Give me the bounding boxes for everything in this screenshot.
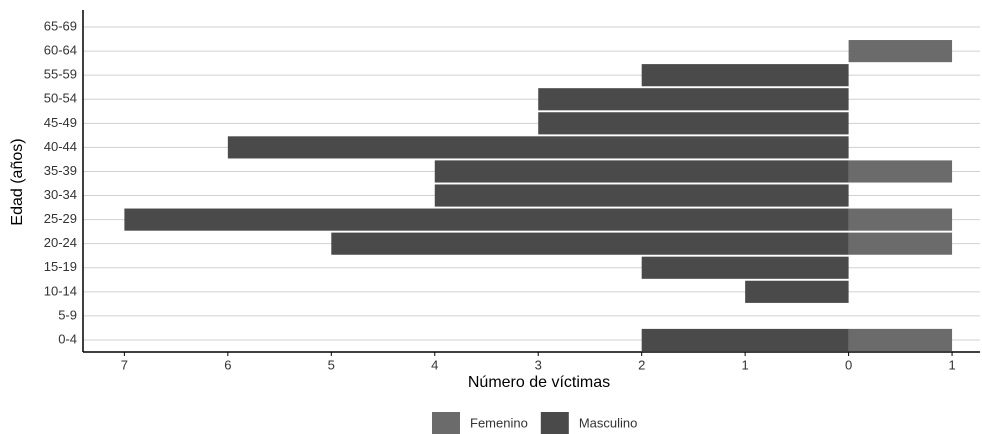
y-tick-label: 25-29 [44, 211, 77, 226]
bar [331, 232, 849, 255]
bar [848, 160, 953, 183]
x-tick-label: 1 [948, 357, 955, 372]
y-tick-label: 10-14 [44, 283, 77, 298]
bar [848, 232, 953, 255]
y-tick-label: 50-54 [44, 91, 77, 106]
bar [745, 280, 849, 303]
legend-label: Masculino [579, 415, 638, 430]
y-tick-label: 20-24 [44, 235, 77, 250]
y-tick-label: 5-9 [58, 307, 77, 322]
x-tick-label: 3 [535, 357, 542, 372]
x-tick-label: 4 [431, 357, 438, 372]
y-tick-label: 0-4 [58, 331, 77, 346]
x-tick-label: 1 [742, 357, 749, 372]
bar [434, 160, 849, 183]
bar [227, 136, 849, 159]
x-tick-label: 7 [121, 357, 128, 372]
x-tick-label: 5 [328, 357, 335, 372]
x-tick-label: 0 [845, 357, 852, 372]
bar [124, 208, 849, 231]
y-tick-label: 60-64 [44, 43, 77, 58]
y-axis-title: Edad (años) [9, 138, 26, 225]
bar [641, 256, 849, 279]
bar [538, 112, 849, 135]
bar [848, 40, 953, 63]
y-tick-label: 30-34 [44, 187, 77, 202]
y-tick-label: 40-44 [44, 139, 77, 154]
y-tick-label: 65-69 [44, 18, 77, 33]
y-tick-label: 35-39 [44, 163, 77, 178]
x-axis-title: Número de víctimas [468, 374, 610, 391]
bar [434, 184, 849, 207]
bar [538, 88, 849, 111]
bar [641, 64, 849, 87]
x-tick-label: 2 [638, 357, 645, 372]
bar [641, 328, 849, 352]
legend-swatch [540, 412, 569, 434]
y-tick-label: 55-59 [44, 67, 77, 82]
bar [848, 328, 953, 352]
bar [848, 208, 953, 231]
y-tick-label: 15-19 [44, 259, 77, 274]
y-tick-label: 45-49 [44, 115, 77, 130]
legend-swatch [432, 412, 460, 434]
x-tick-label: 6 [224, 357, 231, 372]
legend-label: Femenino [470, 415, 528, 430]
